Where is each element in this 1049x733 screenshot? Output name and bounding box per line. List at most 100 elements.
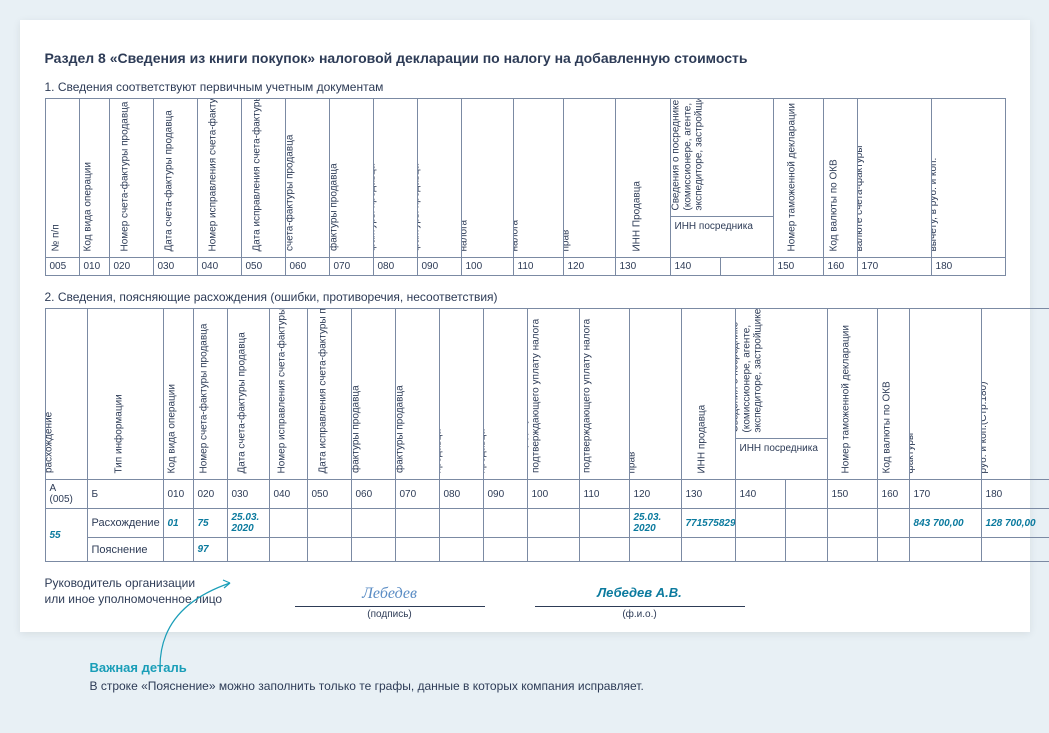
callout-title: Важная деталь [90, 660, 1030, 675]
table1-header: Код вида операции [79, 99, 109, 258]
table2-code: 070 [395, 480, 439, 509]
table2-header: Номер исправления корректировочного счет… [439, 309, 483, 480]
table2-header: Дата корректировочного счета-фактуры про… [395, 309, 439, 480]
table1-header: Номер корректировочного счета-фактуры пр… [285, 99, 329, 258]
table2-cell [909, 538, 981, 562]
table2-code: 020 [193, 480, 227, 509]
table2-header: Стоимость покупок по счету-фактуре, разн… [909, 309, 981, 480]
table2-header: Дата счета-фактуры продавца [227, 309, 269, 480]
table2-cell: Расхождение [87, 509, 163, 538]
table2-cell [307, 538, 351, 562]
table2-cell [483, 509, 527, 538]
table2-cell [735, 538, 785, 562]
table1-header: Сведения о посреднике (комиссионере, аге… [670, 99, 773, 258]
table2-cell [351, 538, 395, 562]
table2-code: 120 [629, 480, 681, 509]
table2-cell: 75 [193, 509, 227, 538]
table2-cell: 97 [193, 538, 227, 562]
table2-cell [827, 509, 877, 538]
table2-cell: 128 700,00 [981, 509, 1049, 538]
page-title: Раздел 8 «Сведения из книги покупок» нал… [45, 50, 1005, 66]
table2-cell [981, 538, 1049, 562]
table2-code: А(005) [45, 480, 87, 509]
table2-cell [483, 538, 527, 562]
table1-header: Дата документа, подтверждающего уплату н… [513, 99, 563, 258]
table1-header: Номер исправления счета-фактуры продавца [197, 99, 241, 258]
table2-cell: 843 700,00 [909, 509, 981, 538]
table1-code: 180 [931, 258, 1005, 276]
table2-cell [681, 538, 735, 562]
table1-code: 080 [373, 258, 417, 276]
signature-line: Лебедев (подпись) [295, 585, 485, 607]
table1-header: Дата исправления корректировочного счета… [417, 99, 461, 258]
table1-code: 170 [857, 258, 931, 276]
table1-header: Сумма налога по счету-фактуре, разница с… [931, 99, 1005, 258]
table1-header: Номер документа, подтверждающего уплату … [461, 99, 513, 258]
table2-code: 080 [439, 480, 483, 509]
document-page: Раздел 8 «Сведения из книги покупок» нал… [20, 20, 1030, 632]
table2-header: ИНН продавца [681, 309, 735, 480]
table1-header: Номер исправления корректировочного счет… [373, 99, 417, 258]
table2-header: Код вида операции [163, 309, 193, 480]
table1-code: 050 [241, 258, 285, 276]
table1-header: Дата принятия на учет товаров (работ, ус… [563, 99, 615, 258]
table2-code: 050 [307, 480, 351, 509]
table2-header: № п/п строки, в которой выявлено расхожд… [45, 309, 87, 480]
table2-cell: 7715758297 [681, 509, 735, 538]
table2-code: 180 [981, 480, 1049, 509]
table2-cell [439, 509, 483, 538]
table2-code: 130 [681, 480, 735, 509]
table1-code: 110 [513, 258, 563, 276]
table2-header: Дата исправления корректировочного счета… [483, 309, 527, 480]
callout-block: Важная деталь В строке «Пояснение» можно… [20, 632, 1030, 693]
table2-header: Тип информации [87, 309, 163, 480]
table2-code: 160 [877, 480, 909, 509]
table2-header: Код валюты по ОКВ [877, 309, 909, 480]
table1-code: 010 [79, 258, 109, 276]
table2-code: 140 [735, 480, 785, 509]
table2-cell [269, 509, 307, 538]
table1-header: № п/п [45, 99, 79, 258]
table2-header: Номер исправления счета-фактуры продавца [269, 309, 307, 480]
table1-header: Код валюты по ОКВ [823, 99, 857, 258]
table2-code: 170 [909, 480, 981, 509]
table1-header: Номер таможенной декларации [773, 99, 823, 258]
signature-block: Руководитель организации или иное уполно… [45, 576, 1005, 607]
table2-cell [579, 509, 629, 538]
section2-title: 2. Сведения, поясняющие расхождения (оши… [45, 290, 1005, 304]
table1-code: 100 [461, 258, 513, 276]
table2-cell [629, 538, 681, 562]
table2-code: 110 [579, 480, 629, 509]
table1-code [720, 258, 773, 276]
table1-header: ИНН Продавца [615, 99, 670, 258]
table2-cell: 01 [163, 509, 193, 538]
table1-code: 140 [670, 258, 720, 276]
table1-code: 020 [109, 258, 153, 276]
table1-code: 070 [329, 258, 373, 276]
table1-code: 130 [615, 258, 670, 276]
table2-code: 090 [483, 480, 527, 509]
table2-cell [785, 538, 827, 562]
table1-header: Дата исправления счета-фактуры продавца [241, 99, 285, 258]
table1-header: Дата счета-фактуры продавца [153, 99, 197, 258]
signature-caption: (подпись) [295, 609, 485, 620]
table2-header: Номер документа, подтверждающего уплату … [527, 309, 579, 480]
table2-code: 030 [227, 480, 269, 509]
signature-value: Лебедев [362, 585, 417, 602]
table2-cell [269, 538, 307, 562]
table2-header: Дата документа, подтверждающего уплату н… [579, 309, 629, 480]
table1-header: Номер счета-фактуры продавца [109, 99, 153, 258]
table2-code [785, 480, 827, 509]
table1-code: 090 [417, 258, 461, 276]
table2-cell [877, 538, 909, 562]
table2-cell [307, 509, 351, 538]
fio-line: Лебедев А.В. (ф.и.о.) [535, 585, 745, 607]
table2-cell: 25.03. 2020 [227, 509, 269, 538]
table1-code: 150 [773, 258, 823, 276]
table-1: № п/пКод вида операцииНомер счета-фактур… [45, 98, 1006, 276]
table1-code: 120 [563, 258, 615, 276]
table2-cell [527, 509, 579, 538]
table2-code: 010 [163, 480, 193, 509]
table2-cell [579, 538, 629, 562]
table2-cell: 25.03. 2020 [629, 509, 681, 538]
